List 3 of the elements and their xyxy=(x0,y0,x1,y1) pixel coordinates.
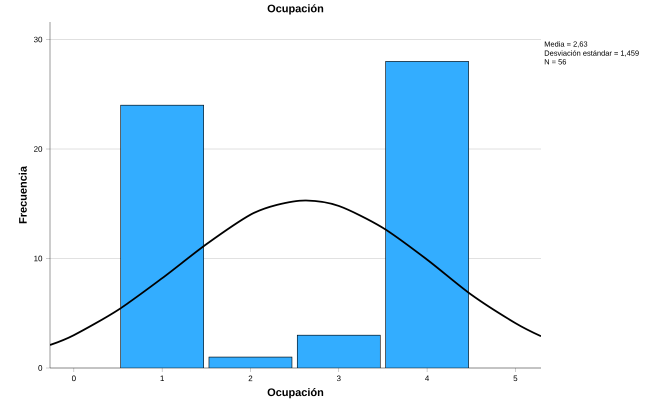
x-axis-title: Ocupación xyxy=(268,388,324,398)
y-axis-title: Frecuencia xyxy=(18,166,27,224)
chart-title: Ocupación xyxy=(268,4,324,14)
